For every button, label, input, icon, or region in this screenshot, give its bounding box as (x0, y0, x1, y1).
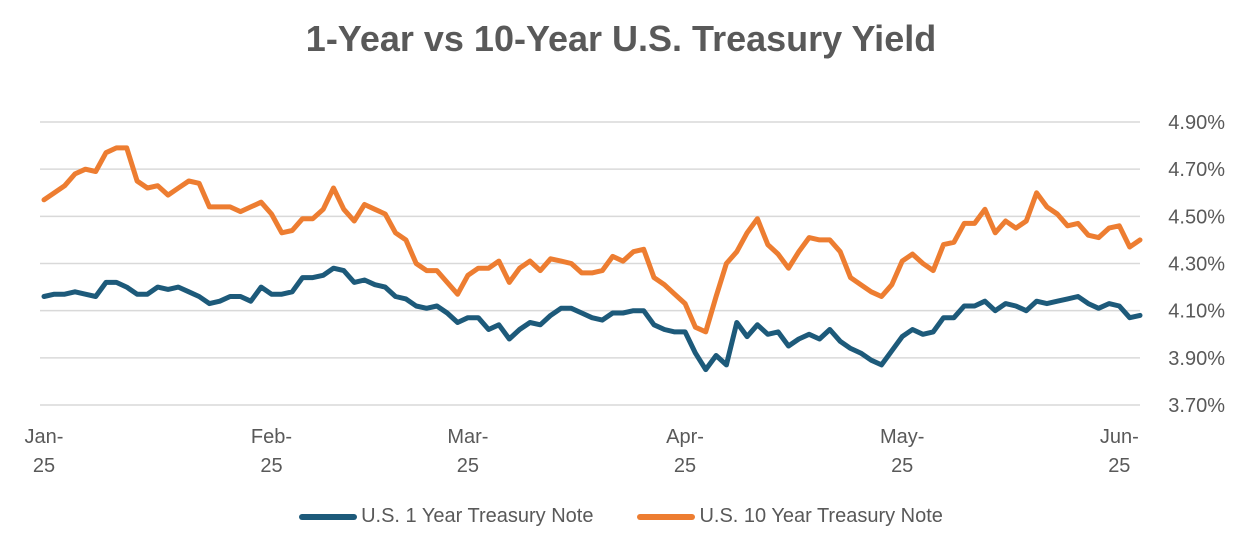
x-tick-label-year: 25 (1108, 455, 1130, 477)
y-tick-label: 3.70% (1168, 395, 1225, 417)
x-tick-label: Mar- (447, 426, 488, 448)
x-tick-label-year: 25 (674, 455, 696, 477)
x-tick-label-year: 25 (33, 455, 55, 477)
legend-label-10yr: U.S. 10 Year Treasury Note (699, 505, 943, 527)
legend-swatch-1yr (299, 513, 358, 520)
legend: U.S. 1 Year Treasury Note U.S. 10 Year T… (0, 505, 1242, 528)
x-tick-label: Jan- (25, 426, 64, 448)
x-tick-label: Jun- (1100, 426, 1139, 448)
legend-label-1yr: U.S. 1 Year Treasury Note (361, 505, 594, 527)
y-tick-label: 4.30% (1168, 254, 1225, 276)
series-lines (41, 145, 1143, 373)
y-tick-label: 4.10% (1168, 301, 1225, 323)
y-axis-ticks: 4.90% 4.70% 4.50% 4.30% 4.10% 3.90% 3.70% (1168, 112, 1225, 417)
legend-item-10yr: U.S. 10 Year Treasury Note (637, 505, 943, 528)
series-line-1yr (41, 265, 1143, 373)
x-tick-label-year: 25 (457, 455, 479, 477)
y-tick-label: 4.70% (1168, 159, 1225, 181)
x-tick-label: May- (880, 426, 924, 448)
y-tick-label: 4.90% (1168, 112, 1225, 134)
y-tick-label: 3.90% (1168, 348, 1225, 370)
x-axis-ticks: Jan- 25 Feb- 25 Mar- 25 Apr- 25 May- 25 Jun- 25 (25, 426, 1139, 477)
x-tick-label: Apr- (666, 426, 704, 448)
chart-title: 1-Year vs 10-Year U.S. Treasury Yield (305, 18, 937, 59)
x-tick-label-year: 25 (891, 455, 913, 477)
x-tick-label: Feb- (251, 426, 292, 448)
legend-swatch-10yr (637, 513, 696, 520)
legend-item-1yr: U.S. 1 Year Treasury Note (299, 505, 593, 528)
series-line-10yr (41, 145, 1143, 335)
x-tick-label-year: 25 (260, 455, 282, 477)
gridlines (40, 121, 1140, 406)
y-tick-label: 4.50% (1168, 206, 1225, 228)
